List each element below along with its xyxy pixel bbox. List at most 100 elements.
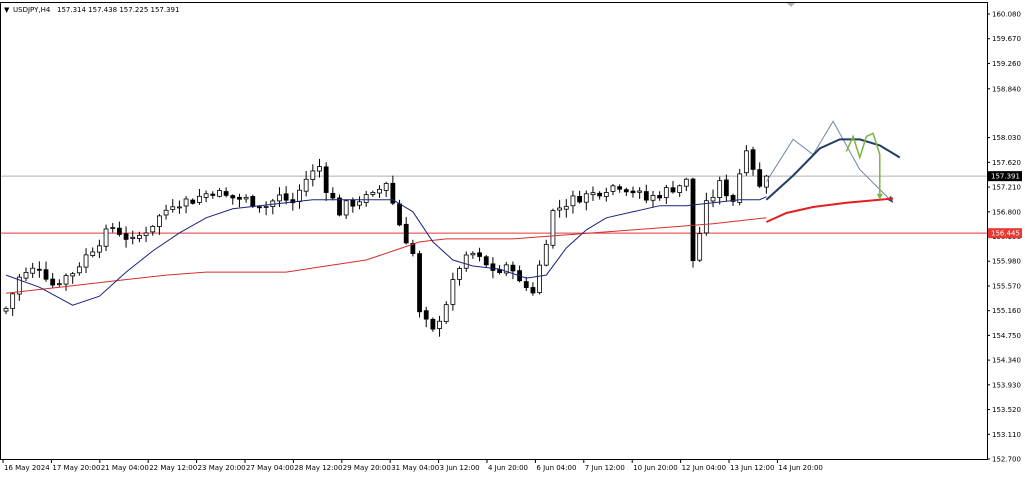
candle-body bbox=[210, 193, 216, 196]
candle-body bbox=[403, 223, 409, 244]
candle-body bbox=[597, 192, 603, 197]
candle-body bbox=[470, 252, 476, 256]
candle bbox=[56, 279, 62, 287]
candle-body bbox=[663, 187, 669, 198]
candle bbox=[343, 199, 349, 220]
candle-body bbox=[443, 304, 449, 323]
candle-body bbox=[730, 195, 736, 202]
y-tick-label: 154.340 bbox=[992, 357, 1021, 365]
candle-body bbox=[70, 273, 76, 277]
candle bbox=[503, 261, 509, 276]
candle-body bbox=[250, 196, 256, 207]
candle bbox=[477, 247, 482, 262]
candle bbox=[70, 271, 76, 284]
candle-body bbox=[43, 269, 49, 280]
candle-body bbox=[257, 206, 262, 209]
candle-body bbox=[297, 189, 302, 202]
candle bbox=[170, 199, 176, 213]
y-tick-label: 157.620 bbox=[992, 159, 1021, 167]
candle bbox=[50, 273, 56, 289]
candle-body bbox=[170, 206, 176, 210]
candle-body bbox=[177, 206, 182, 209]
x-tick-label: 22 May 12:00 bbox=[149, 464, 197, 472]
candle bbox=[223, 187, 229, 198]
candle-body bbox=[217, 190, 222, 197]
candle bbox=[590, 186, 596, 201]
candle-body bbox=[283, 193, 289, 201]
candle-body bbox=[503, 264, 509, 274]
candle-body bbox=[457, 268, 462, 280]
x-tick-label: 23 May 20:00 bbox=[198, 464, 246, 472]
candle bbox=[283, 186, 289, 205]
x-tick-label: 3 Jun 12:00 bbox=[440, 464, 480, 472]
candle bbox=[403, 216, 409, 245]
candle bbox=[650, 190, 656, 208]
chart-shift-marker-icon[interactable] bbox=[787, 3, 795, 7]
candle bbox=[430, 317, 436, 332]
x-tick-label: 4 Jun 20:00 bbox=[488, 464, 528, 472]
y-tick-label: 152.700 bbox=[992, 456, 1021, 464]
y-tick-label: 159.260 bbox=[992, 60, 1021, 68]
candle-body bbox=[116, 227, 122, 235]
candle-body bbox=[523, 281, 529, 288]
candle bbox=[470, 251, 476, 259]
candle-body bbox=[310, 170, 316, 180]
candle-body bbox=[10, 293, 16, 309]
candle bbox=[217, 188, 222, 198]
candle-body bbox=[630, 190, 636, 194]
candle-body bbox=[477, 252, 482, 257]
candle bbox=[43, 261, 49, 282]
candle bbox=[457, 266, 462, 286]
candle-body bbox=[577, 195, 583, 203]
candle-body bbox=[317, 166, 322, 172]
candle bbox=[710, 189, 716, 208]
candle-body bbox=[243, 196, 249, 200]
candle bbox=[543, 239, 549, 267]
candle-body bbox=[530, 287, 536, 294]
candle-body bbox=[323, 166, 329, 193]
candle bbox=[417, 250, 422, 318]
candle bbox=[76, 262, 82, 276]
candle bbox=[423, 306, 429, 328]
candle bbox=[163, 204, 169, 220]
candle bbox=[143, 226, 149, 243]
candle-body bbox=[717, 180, 723, 198]
forecast-green-path bbox=[845, 132, 881, 197]
candle bbox=[617, 184, 623, 193]
candle-body bbox=[303, 178, 309, 192]
x-tick-label: 28 May 12:00 bbox=[294, 464, 342, 472]
candle bbox=[750, 146, 756, 176]
candle-body bbox=[737, 173, 743, 203]
x-tick-label: 13 Jun 12:00 bbox=[730, 464, 774, 472]
candle-body bbox=[450, 279, 456, 305]
candle bbox=[610, 183, 616, 196]
candle-body bbox=[337, 197, 342, 216]
candle-body bbox=[550, 210, 556, 246]
axes: 160.080 159.670 159.260 158.840 158.030 157.6… bbox=[2, 11, 1022, 472]
x-tick-label: 7 Jun 12:00 bbox=[585, 464, 625, 472]
candle bbox=[203, 190, 209, 203]
candle-body bbox=[710, 196, 716, 202]
candle-body bbox=[330, 192, 336, 199]
candle bbox=[730, 193, 736, 206]
candle bbox=[157, 214, 162, 235]
candlestick-series bbox=[3, 145, 769, 337]
forecast-drawings[interactable] bbox=[765, 120, 901, 223]
candle bbox=[323, 162, 329, 201]
candle bbox=[183, 196, 189, 214]
candle-body bbox=[263, 206, 269, 208]
candle bbox=[563, 199, 569, 218]
candle-body bbox=[657, 195, 663, 199]
ma-slow-line bbox=[5, 217, 767, 294]
y-tick-label: 156.800 bbox=[992, 208, 1021, 216]
y-tick-label: 158.030 bbox=[992, 134, 1021, 142]
candle-body bbox=[643, 191, 649, 201]
candle-body bbox=[690, 178, 696, 262]
candle bbox=[743, 145, 749, 176]
candle bbox=[657, 191, 663, 201]
chart-menu-icon[interactable]: ▼ bbox=[4, 6, 10, 14]
candle bbox=[63, 273, 69, 291]
candle bbox=[670, 181, 676, 194]
